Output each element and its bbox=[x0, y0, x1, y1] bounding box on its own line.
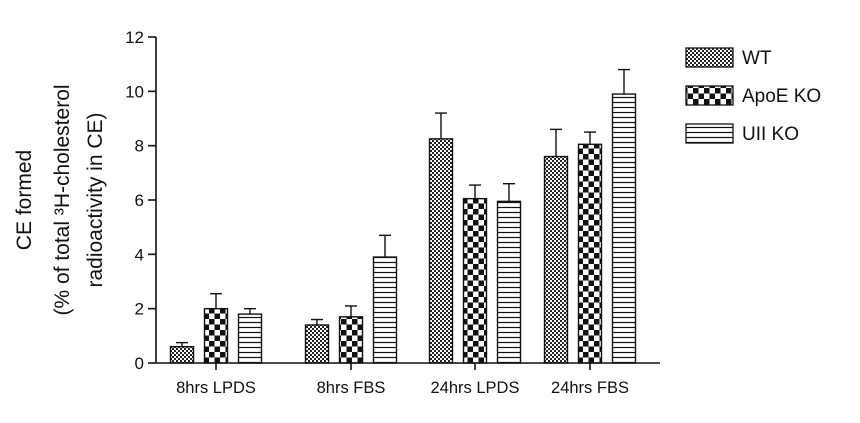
bar-apoe-ko bbox=[577, 143, 603, 364]
y-tick-label: 0 bbox=[135, 354, 144, 373]
bar-apoe-ko bbox=[203, 307, 229, 364]
legend-swatch-wt bbox=[685, 47, 734, 68]
x-category-label: 8hrs LPDS bbox=[176, 379, 256, 397]
legend-label-wt: WT bbox=[742, 48, 772, 69]
y-tick-label: 6 bbox=[135, 191, 144, 210]
bar-apoe-ko bbox=[338, 316, 364, 364]
bars-group bbox=[169, 68, 637, 364]
legend-swatch-apoe-ko bbox=[685, 85, 734, 106]
bar-apoe-ko bbox=[462, 197, 488, 364]
bar-uii-ko bbox=[372, 256, 398, 364]
legend-label-uii-ko: UII KO bbox=[742, 124, 799, 145]
bar-wt bbox=[428, 138, 454, 364]
y-axis-label: CE formed (% of total ³H-cholesterol rad… bbox=[13, 84, 107, 315]
bar-uii-ko bbox=[496, 200, 522, 364]
legend: WT ApoE KO UII KO bbox=[685, 47, 821, 145]
bar-uii-ko bbox=[611, 93, 637, 364]
y-axis-label-line-2: (% of total ³H-cholesterol bbox=[51, 84, 74, 315]
y-axis: 0 2 4 6 8 10 12 bbox=[125, 28, 144, 373]
bar-uii-ko bbox=[237, 313, 263, 364]
legend-swatch-uii-ko bbox=[685, 123, 734, 144]
bar-wt bbox=[543, 155, 569, 364]
bar-wt bbox=[169, 346, 195, 364]
y-axis-label-line-3: radioactivity in CE) bbox=[84, 112, 107, 287]
bar-wt bbox=[304, 324, 330, 364]
y-tick-label: 8 bbox=[135, 137, 144, 156]
y-tick-label: 2 bbox=[135, 300, 144, 319]
y-tick-label: 10 bbox=[125, 82, 144, 101]
x-category-label: 24hrs LPDS bbox=[431, 379, 520, 397]
y-tick-label: 4 bbox=[135, 245, 144, 264]
x-axis: 8hrs LPDS 8hrs FBS 24hrs LPDS 24hrs FBS bbox=[176, 379, 629, 397]
y-tick-label: 12 bbox=[125, 28, 144, 47]
legend-label-apoe-ko: ApoE KO bbox=[742, 86, 821, 107]
x-category-label: 8hrs FBS bbox=[317, 379, 386, 397]
y-axis-label-line-1: CE formed bbox=[13, 150, 36, 250]
x-category-label: 24hrs FBS bbox=[551, 379, 629, 397]
